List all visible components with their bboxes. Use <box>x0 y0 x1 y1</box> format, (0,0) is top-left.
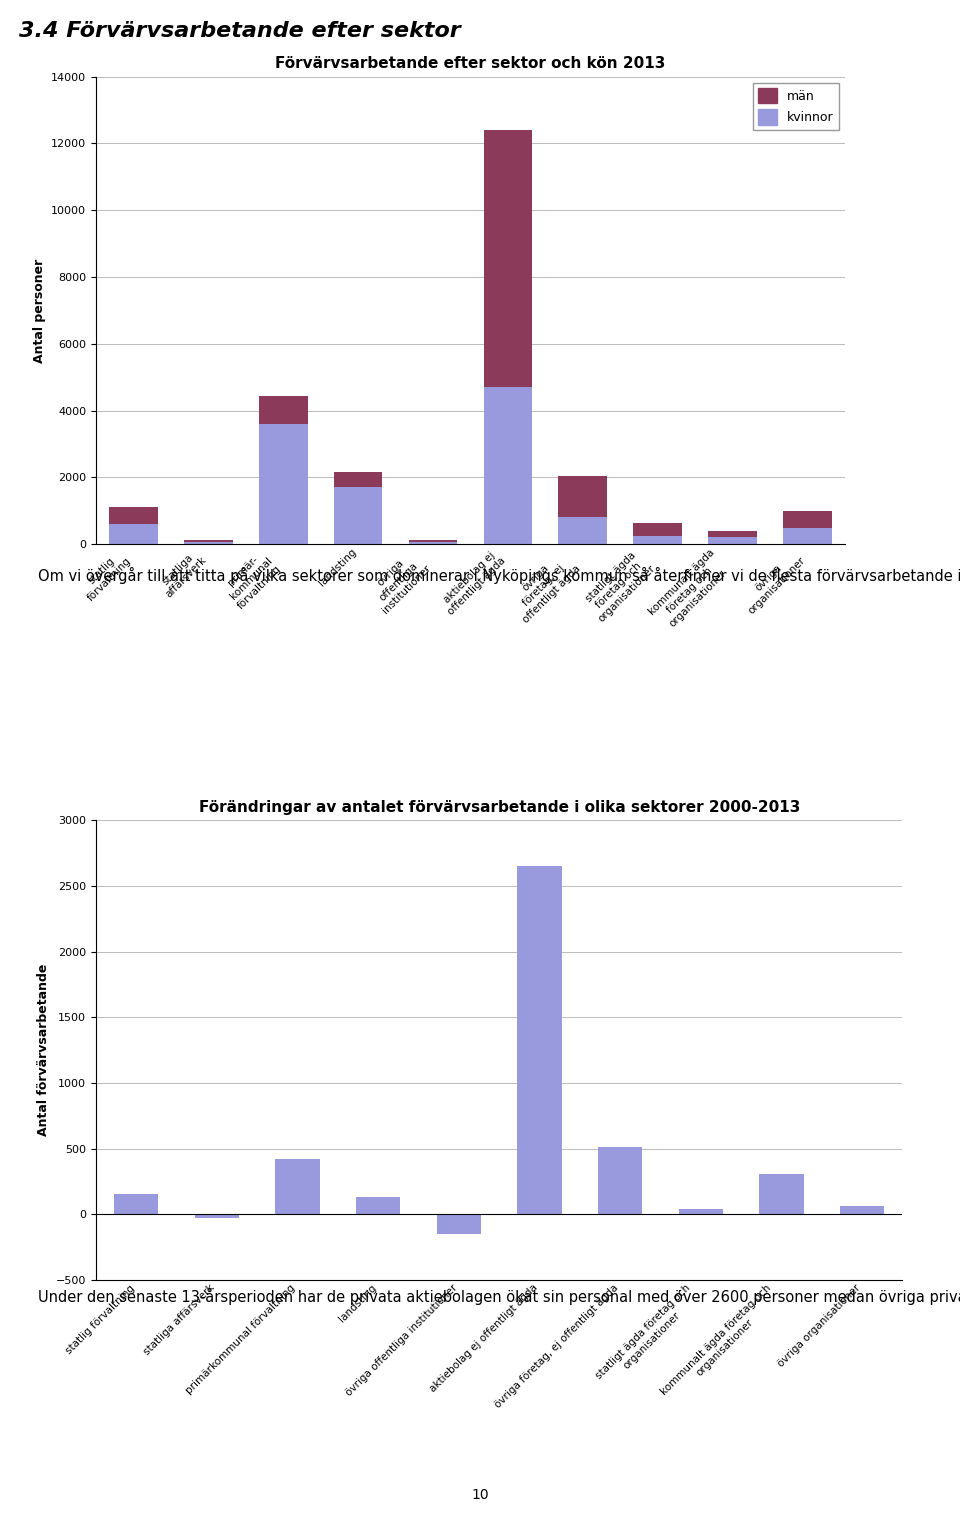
Legend: män, kvinnor: män, kvinnor <box>754 83 838 130</box>
Bar <box>276 1159 320 1214</box>
Bar <box>409 540 457 541</box>
Bar <box>759 1174 804 1214</box>
Bar <box>634 537 682 544</box>
Bar <box>484 388 532 544</box>
Bar <box>259 425 307 544</box>
Title: Förändringar av antalet förvärvsarbetande i olika sektorer 2000-2013: Förändringar av antalet förvärvsarbetand… <box>199 800 800 816</box>
Text: Under den senaste 13-årsperioden har de privata aktiebolagen ökat sin personal m: Under den senaste 13-årsperioden har de … <box>38 1288 960 1305</box>
Bar <box>109 507 157 524</box>
Bar <box>679 1210 723 1214</box>
Text: 10: 10 <box>471 1487 489 1502</box>
Y-axis label: Antal personer: Antal personer <box>33 258 45 363</box>
Bar <box>559 475 607 518</box>
Text: 3.4 Förvärvsarbetande efter sektor: 3.4 Förvärvsarbetande efter sektor <box>19 20 461 41</box>
Bar <box>634 523 682 537</box>
Y-axis label: Antal förvärvsarbetande: Antal förvärvsarbetande <box>37 964 50 1136</box>
Bar <box>783 512 831 529</box>
Text: Om vi övergår till att titta på vilka sektorer som dominerar i Nyköpings kommun : Om vi övergår till att titta på vilka se… <box>38 567 960 584</box>
Bar <box>334 472 382 487</box>
Bar <box>840 1206 884 1214</box>
Bar <box>334 487 382 544</box>
Bar <box>598 1147 642 1214</box>
Bar <box>259 396 307 425</box>
Bar <box>783 529 831 544</box>
Bar <box>517 866 562 1214</box>
Bar <box>484 130 532 388</box>
Bar <box>708 537 756 544</box>
Bar <box>114 1194 158 1214</box>
Bar <box>708 530 756 537</box>
Title: Förvärvsarbetande efter sektor och kön 2013: Förvärvsarbetande efter sektor och kön 2… <box>276 57 665 72</box>
Bar <box>195 1214 239 1219</box>
Bar <box>409 541 457 544</box>
Bar <box>437 1214 481 1234</box>
Bar <box>356 1197 400 1214</box>
Bar <box>184 540 232 541</box>
Bar <box>184 541 232 544</box>
Bar <box>109 524 157 544</box>
Bar <box>559 518 607 544</box>
